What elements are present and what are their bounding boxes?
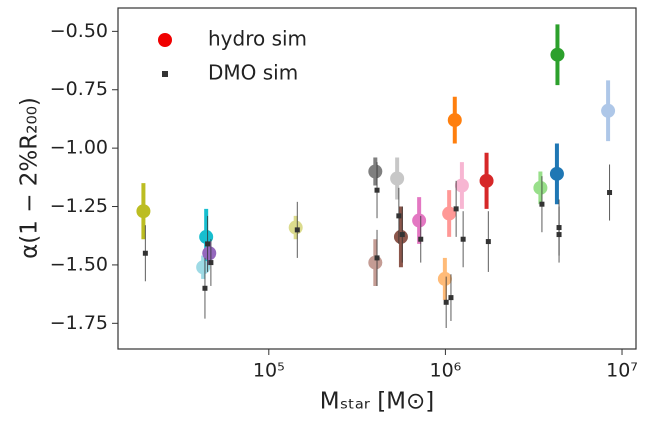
y-tick-label: −0.75 (50, 78, 108, 100)
point (396, 213, 402, 219)
point (399, 232, 405, 238)
legend-marker (162, 71, 168, 77)
point (454, 178, 469, 193)
y-tick-label: −0.50 (50, 20, 108, 42)
point (549, 166, 564, 181)
point (199, 229, 214, 244)
x-tick-label: 10⁷ (606, 360, 638, 382)
y-axis-label: α(1 − 2%R₂₀₀) (17, 97, 43, 259)
point (601, 103, 616, 118)
x-tick-label: 10⁵ (253, 360, 285, 382)
legend-marker (158, 33, 172, 47)
x-tick-label: 10⁶ (430, 360, 462, 382)
legend-label: hydro sim (208, 27, 307, 51)
point (442, 206, 457, 221)
point (448, 295, 454, 301)
point (539, 201, 545, 207)
point (196, 260, 211, 275)
point (205, 241, 211, 247)
point (479, 173, 494, 188)
point (460, 236, 466, 242)
point (550, 47, 565, 62)
plot-frame (117, 7, 637, 350)
y-tick-label: −1.00 (50, 137, 108, 159)
point (202, 246, 217, 261)
point (208, 260, 214, 266)
point (202, 285, 208, 291)
point (437, 271, 452, 286)
point (374, 187, 380, 193)
y-tick-label: −1.50 (50, 253, 108, 275)
point (374, 255, 380, 261)
point (453, 206, 459, 212)
point (294, 227, 300, 233)
point (533, 180, 548, 195)
point (556, 232, 562, 238)
point (412, 213, 427, 228)
y-tick-label: −1.75 (50, 312, 108, 334)
point (418, 236, 424, 242)
legend-label: DMO sim (208, 61, 298, 85)
x-axis-label: Mₛₜₐᵣ [M⊙] (320, 389, 435, 415)
point (390, 171, 405, 186)
point (142, 250, 148, 256)
point (485, 239, 491, 245)
point (443, 299, 449, 305)
point (607, 190, 613, 196)
y-tick-label: −1.25 (50, 195, 108, 217)
point (447, 113, 462, 128)
point (368, 164, 383, 179)
point (136, 204, 151, 219)
